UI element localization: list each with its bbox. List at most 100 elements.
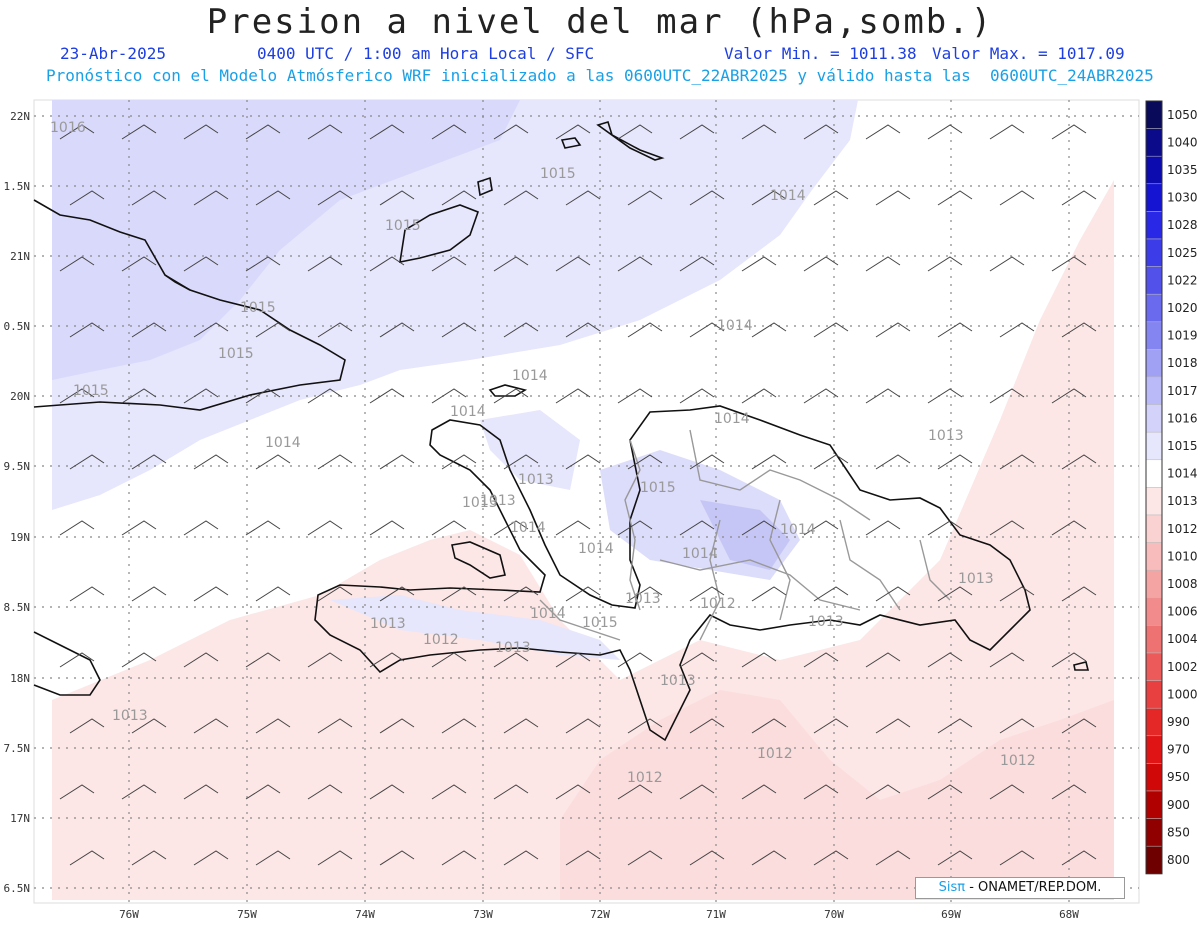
wind-barb (679, 388, 715, 404)
wind-barb (937, 190, 973, 206)
colorbar-frame (1145, 100, 1163, 875)
wind-barb (317, 850, 353, 866)
wind-barb (741, 520, 777, 536)
colorbar-swatch (1145, 790, 1163, 819)
colorbar-swatch (1145, 625, 1163, 654)
wind-barb (689, 850, 725, 866)
colorbar-label: 1030 (1167, 191, 1198, 205)
colorbar-swatch (1145, 487, 1163, 516)
wind-barb (431, 124, 467, 140)
contour-label: 1014 (714, 411, 750, 427)
lat-label: 0.5N (4, 320, 31, 333)
wind-barb (369, 388, 405, 404)
wind-barb (307, 256, 343, 272)
wind-barb (379, 718, 415, 734)
wind-barb (493, 256, 529, 272)
wind-barb (989, 652, 1025, 668)
wind-barb (369, 124, 405, 140)
colorbar-swatch (1145, 459, 1163, 488)
contour-label: 1014 (450, 404, 486, 420)
lon-label: 75W (237, 908, 257, 921)
wind-barb (875, 322, 911, 338)
wind-barb (937, 718, 973, 734)
contour-label: 1012 (423, 632, 459, 648)
wind-barb (927, 652, 963, 668)
wind-barb (803, 256, 839, 272)
wind-barb (1051, 256, 1087, 272)
wind-barb (741, 388, 777, 404)
wind-barb (307, 124, 343, 140)
colorbar-swatch (1145, 211, 1163, 240)
contour-label: 1014 (770, 188, 806, 204)
wind-barbs (59, 124, 1097, 866)
contour-label: 1014 (717, 318, 753, 334)
admin-borders (539, 429, 951, 641)
lat-axis: 22N 1.5N 21N 0.5N 20N 9.5N 19N 8.5N 18N … (4, 110, 31, 895)
contour-label: 1013 (660, 673, 696, 689)
wind-barb (317, 190, 353, 206)
wind-barb (865, 256, 901, 272)
wind-barb (751, 454, 787, 470)
wind-barb (803, 520, 839, 536)
wind-barb (369, 520, 405, 536)
wind-barb (503, 586, 539, 602)
colorbar-swatch (1145, 376, 1163, 405)
lon-label: 72W (590, 908, 610, 921)
wind-barb (1061, 850, 1097, 866)
coastlines (33, 121, 1090, 742)
lon-label: 74W (355, 908, 375, 921)
wind-barb (565, 850, 601, 866)
wind-barb (193, 586, 229, 602)
wind-barb (369, 256, 405, 272)
contour-label: 1014 (512, 368, 548, 384)
wind-barb (441, 454, 477, 470)
contour-label: 1013 (928, 428, 964, 444)
contour-label: 1013 (495, 640, 531, 656)
colorbar-label: 1010 (1167, 549, 1198, 563)
graticule (34, 100, 1139, 903)
lon-axis: 76W 75W 74W 73W 72W 71W 70W 69W 68W (119, 908, 1079, 921)
wind-barb (1051, 520, 1087, 536)
wind-barb (875, 454, 911, 470)
wind-barb (121, 784, 157, 800)
model-info: Pronóstico con el Modelo Atmósferico WRF… (46, 66, 1154, 85)
wind-barb (193, 190, 229, 206)
wind-barb (751, 322, 787, 338)
colorbar-label: 1008 (1167, 577, 1198, 591)
wind-barb (307, 652, 343, 668)
wind-barb (751, 718, 787, 734)
wind-barb (317, 454, 353, 470)
wind-barb (503, 850, 539, 866)
lat-label: 18N (10, 672, 30, 685)
lat-label: 17N (10, 812, 30, 825)
wind-barb (565, 718, 601, 734)
lat-label: 7.5N (4, 742, 31, 755)
lon-label: 68W (1059, 908, 1079, 921)
contour-label: 1013 (625, 591, 661, 607)
contour-label: 1012 (700, 596, 736, 612)
wind-barb (379, 190, 415, 206)
colorbar-label: 1022 (1167, 273, 1198, 287)
wind-barb (131, 322, 167, 338)
wind-barb (503, 322, 539, 338)
wind-barb (565, 586, 601, 602)
colorbar-label: 1013 (1167, 494, 1198, 508)
wind-barb (69, 322, 105, 338)
wind-barb (59, 256, 95, 272)
wind-barb (555, 520, 591, 536)
lon-label: 69W (941, 908, 961, 921)
wind-barb (751, 850, 787, 866)
wind-barb (865, 652, 901, 668)
wind-barb (679, 256, 715, 272)
colorbar-swatch (1145, 183, 1163, 212)
colorbar-label: 900 (1167, 798, 1190, 812)
wind-barb (255, 322, 291, 338)
contour-label: 1012 (757, 746, 793, 762)
colorbar-swatch (1145, 597, 1163, 626)
colorbar-label: 990 (1167, 715, 1190, 729)
contour-label: 1013 (958, 571, 994, 587)
wind-barb (193, 850, 229, 866)
colorbar-label: 1015 (1167, 439, 1198, 453)
wind-barb (441, 718, 477, 734)
